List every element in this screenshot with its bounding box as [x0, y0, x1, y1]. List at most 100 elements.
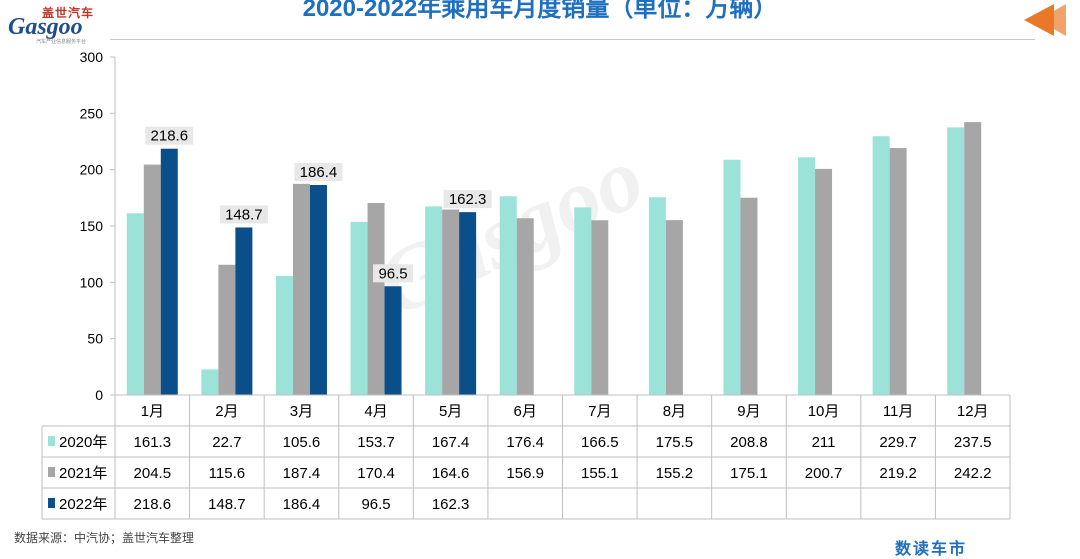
bar-2021年-11月 [889, 148, 907, 395]
bar-2021年-8月 [665, 220, 683, 395]
table-cell: 229.7 [879, 434, 917, 451]
table-cell: 186.4 [283, 496, 321, 513]
bar-2022年-2月 [235, 227, 253, 395]
bar-2020年-6月 [499, 196, 517, 395]
table-cell: 155.1 [581, 465, 619, 482]
table-cell: 218.6 [134, 496, 172, 513]
bar-2022年-3月 [309, 184, 327, 395]
data-label: 218.6 [151, 128, 189, 145]
bar-2021年-1月 [143, 164, 161, 395]
data-label: 96.5 [378, 265, 407, 282]
data-label-bg [219, 205, 268, 224]
table-cell: 156.9 [506, 465, 544, 482]
bar-2020年-2月 [201, 369, 219, 395]
bar-2021年-5月 [442, 209, 460, 395]
y-tick-label: 50 [87, 331, 103, 347]
footer-brand: 数读车市 [895, 541, 968, 558]
table-cell: 167.4 [432, 434, 470, 451]
category-label: 1月 [141, 403, 164, 420]
bar-2020年-4月 [350, 221, 368, 395]
table-cell: 96.5 [361, 496, 390, 513]
table-cell: 153.7 [357, 434, 395, 451]
bar-2020年-3月 [275, 276, 293, 395]
legend-label: 2022年 [59, 496, 107, 513]
data-label: 186.4 [300, 164, 338, 181]
legend-label: 2021年 [59, 465, 107, 482]
gasgoo-logo: 盖世汽车 Gasgoo 汽车产业信息服务平台 [6, 4, 116, 45]
y-tick-label: 150 [80, 218, 104, 234]
bar-chart: 0 50 100 150 200 250 300 218.6 148.7 186.4 96.5 162… [41, 49, 1011, 520]
table-cell: 211 [812, 434, 836, 451]
data-source-note: 数据来源：中汽协；盖世汽车整理 [14, 531, 195, 545]
table-cell: 148.7 [208, 496, 246, 513]
table-cell: 200.7 [805, 465, 843, 482]
back-arrow-icon[interactable] [1018, 2, 1068, 38]
bar-2020年-10月 [798, 157, 816, 395]
chart-title: 2020-2022年乘用车月度销量（单位：万辆） [302, 0, 778, 22]
table-cell: 204.5 [134, 465, 172, 482]
bar-2022年-5月 [459, 212, 477, 395]
data-label-bg [294, 162, 343, 181]
y-tick-label: 0 [95, 387, 103, 403]
category-label: 8月 [663, 403, 686, 420]
table-cell: 166.5 [581, 434, 619, 451]
table-cell: 22.7 [212, 434, 241, 451]
bar-2020年-12月 [947, 127, 965, 396]
bar-2021年-6月 [516, 218, 534, 395]
bar-2022年-4月 [384, 286, 402, 395]
bar-2021年-4月 [367, 203, 385, 395]
data-label-bg [145, 126, 194, 145]
table-cell: 162.3 [432, 496, 470, 513]
data-label-bg [373, 264, 414, 283]
table-cell: 115.6 [209, 465, 245, 482]
bar-2020年-11月 [872, 136, 890, 396]
table-cell: 155.2 [656, 465, 694, 482]
category-label: 4月 [364, 403, 387, 420]
category-label: 7月 [588, 403, 611, 420]
category-label: 5月 [439, 403, 462, 420]
logo-en-text: Gasgoo [8, 14, 83, 40]
y-tick-label: 300 [80, 49, 104, 65]
category-label: 6月 [514, 403, 537, 420]
legend-swatch-2021年 [48, 467, 55, 477]
logo-cn-text: 盖世汽车 [42, 6, 95, 20]
bar-2020年-5月 [425, 206, 443, 395]
bar-2021年-10月 [815, 168, 833, 395]
category-label: 2月 [215, 403, 238, 420]
table-cell: 105.6 [283, 434, 321, 451]
data-label: 162.3 [449, 191, 487, 208]
table-cell: 208.8 [730, 434, 768, 451]
bar-2020年-1月 [126, 213, 144, 395]
legend-swatch-2020年 [48, 436, 55, 446]
bar-2021年-3月 [292, 183, 310, 395]
legend-swatch-2022年 [48, 498, 55, 508]
logo-tagline: 汽车产业信息服务平台 [36, 39, 87, 45]
table-cell: 187.4 [283, 465, 321, 482]
table-cell: 242.2 [954, 465, 992, 482]
category-label: 11月 [883, 403, 914, 420]
category-label: 10月 [808, 403, 840, 420]
bar-2020年-7月 [574, 207, 592, 395]
table-cell: 175.5 [656, 434, 694, 451]
category-label: 12月 [957, 403, 989, 420]
table-cell: 170.4 [357, 465, 395, 482]
category-label: 3月 [290, 403, 313, 420]
data-label: 148.7 [225, 206, 263, 223]
table-cell: 219.2 [879, 465, 917, 482]
bar-2021年-9月 [740, 197, 758, 395]
bar-2021年-2月 [218, 264, 236, 395]
table-cell: 237.5 [954, 434, 992, 451]
bar-2022年-1月 [160, 148, 178, 395]
bar-2021年-12月 [964, 122, 982, 395]
table-cell: 175.1 [730, 465, 768, 482]
bar-2021年-7月 [591, 220, 609, 395]
category-label: 9月 [737, 403, 760, 420]
y-tick-label: 250 [80, 105, 104, 121]
table-cell: 164.6 [432, 465, 470, 482]
table-cell: 176.4 [506, 434, 544, 451]
y-tick-label: 200 [80, 162, 104, 178]
y-tick-label: 100 [80, 274, 104, 290]
legend-label: 2020年 [59, 434, 107, 451]
table-cell: 161.3 [134, 434, 172, 451]
data-label-bg [443, 190, 492, 209]
